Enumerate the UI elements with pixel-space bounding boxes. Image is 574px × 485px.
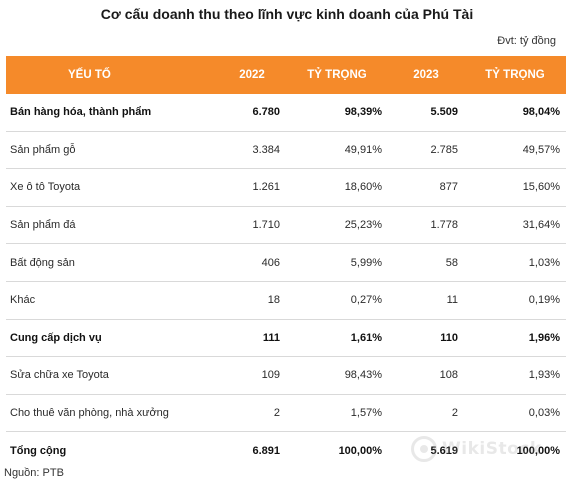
share-2022: 98,43% (286, 356, 388, 395)
share-2023: 1,93% (464, 356, 566, 395)
value-2023: 58 (388, 243, 464, 282)
value-2022: 1.710 (210, 206, 286, 245)
revenue-structure-table: YẾU TỐ 2022 TỶ TRỌNG 2023 TỶ TRỌNG Bán h… (6, 56, 566, 469)
value-2022: 406 (210, 243, 286, 282)
table-row-total: Tổng cộng 6.891 100,00% 5.619 100,00% (6, 432, 566, 469)
table-row: Bán hàng hóa, thành phẩm 6.780 98,39% 5.… (6, 94, 566, 132)
table-row: Khác 18 0,27% 11 0,19% (6, 281, 566, 320)
row-label: Sản phẩm đá (6, 206, 210, 245)
table-row: Xe ô tô Toyota 1.261 18,60% 877 15,60% (6, 168, 566, 207)
table-row: Sản phẩm gỗ 3.384 49,91% 2.785 49,57% (6, 131, 566, 170)
table-header-row: YẾU TỐ 2022 TỶ TRỌNG 2023 TỶ TRỌNG (6, 56, 566, 94)
row-label: Khác (6, 281, 210, 320)
share-2022: 0,27% (286, 281, 388, 320)
value-2022: 111 (210, 319, 286, 358)
row-label: Sửa chữa xe Toyota (6, 356, 210, 395)
value-2023: 11 (388, 281, 464, 320)
value-2023: 2 (388, 394, 464, 433)
page-title: Cơ cấu doanh thu theo lĩnh vực kinh doan… (100, 6, 474, 22)
share-2023: 0,03% (464, 394, 566, 433)
watermark: WikiStock (411, 434, 542, 464)
table-row: Bất động sản 406 5,99% 58 1,03% (6, 243, 566, 282)
share-2023: 1,03% (464, 243, 566, 282)
row-label: Cung cấp dịch vụ (6, 319, 210, 358)
row-label: Tổng cộng (10, 444, 67, 457)
share-2022: 100,00% (338, 444, 382, 457)
value-2022: 6.891 (252, 444, 280, 457)
value-2022: 18 (210, 281, 286, 320)
row-label: Bất động sản (6, 243, 210, 282)
value-2023: 877 (388, 168, 464, 207)
share-2022: 5,99% (286, 243, 388, 282)
table-row: Cung cấp dịch vụ 111 1,61% 110 1,96% (6, 319, 566, 358)
table-row: Sản phẩm đá 1.710 25,23% 1.778 31,64% (6, 206, 566, 245)
share-2023: 31,64% (464, 206, 566, 245)
row-label: Sản phẩm gỗ (6, 131, 210, 170)
share-2023: 1,96% (464, 319, 566, 358)
share-2023: 15,60% (464, 168, 566, 207)
row-label: Cho thuê văn phòng, nhà xưởng (6, 394, 210, 433)
table-row: Sửa chữa xe Toyota 109 98,43% 108 1,93% (6, 356, 566, 395)
share-2023: 0,19% (464, 281, 566, 320)
wikistock-logo-icon (411, 436, 437, 462)
share-2022: 1,57% (286, 394, 388, 433)
share-2023: 49,57% (464, 131, 566, 170)
value-2022: 1.261 (210, 168, 286, 207)
value-2023: 2.785 (388, 131, 464, 170)
value-2022: 6.780 (210, 94, 286, 132)
header-share-2022: TỶ TRỌNG (286, 56, 388, 94)
value-2022: 3.384 (210, 131, 286, 170)
header-2022: 2022 (210, 56, 286, 94)
share-2022: 49,91% (286, 131, 388, 170)
watermark-text: WikiStock (442, 439, 542, 459)
value-2023: 110 (388, 319, 464, 358)
header-factor: YẾU TỐ (6, 56, 210, 94)
row-label: Xe ô tô Toyota (6, 168, 210, 207)
share-2023: 100,00% (516, 444, 560, 457)
share-2022: 98,39% (286, 94, 388, 132)
share-2022: 1,61% (286, 319, 388, 358)
value-2023: 1.778 (388, 206, 464, 245)
header-share-2023: TỶ TRỌNG (464, 56, 566, 94)
value-2023: 108 (388, 356, 464, 395)
unit-label: Đvt: tỷ đồng (497, 35, 556, 47)
source-note: Nguồn: PTB (4, 467, 64, 479)
value-2023: 5.509 (388, 94, 464, 132)
table-row: Cho thuê văn phòng, nhà xưởng 2 1,57% 2 … (6, 394, 566, 433)
share-2022: 18,60% (286, 168, 388, 207)
value-2022: 2 (210, 394, 286, 433)
header-2023: 2023 (388, 56, 464, 94)
value-2022: 109 (210, 356, 286, 395)
value-2023: 5.619 (430, 444, 458, 457)
share-2022: 25,23% (286, 206, 388, 245)
row-label: Bán hàng hóa, thành phẩm (6, 94, 210, 132)
share-2023: 98,04% (464, 94, 566, 132)
